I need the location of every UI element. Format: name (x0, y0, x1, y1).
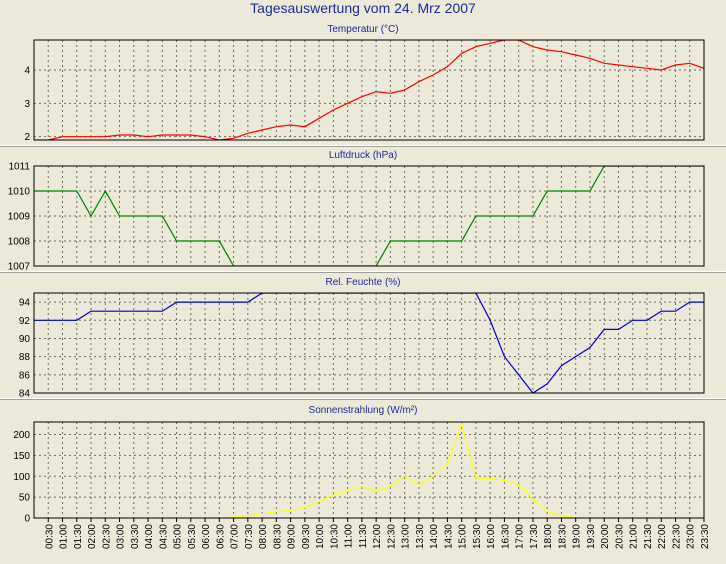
x-tick-label: 13:00 (401, 524, 412, 549)
y-tick-label: 84 (19, 389, 31, 400)
x-tick-label: 19:30 (586, 524, 597, 549)
y-tick-label: 1007 (8, 262, 31, 273)
x-tick-label: 22:00 (657, 524, 668, 549)
x-tick-label: 06:30 (215, 524, 226, 549)
x-tick-label: 12:30 (386, 524, 397, 549)
y-tick-label: 50 (19, 493, 31, 504)
x-tick-label: 20:30 (614, 524, 625, 549)
y-tick-label: 0 (24, 514, 30, 525)
pressure-chart-title: Luftdruck (hPa) (328, 150, 398, 161)
x-tick-label: 18:30 (557, 524, 568, 549)
x-tick-label: 21:00 (629, 524, 640, 549)
x-tick-label: 22:30 (671, 524, 682, 549)
temperature-plot: 2 3 4 (24, 39, 705, 143)
x-tick-label: 04:00 (144, 524, 155, 549)
y-tick-label: 94 (19, 298, 31, 309)
y-tick-label: 88 (19, 352, 31, 363)
page-title: Tagesauswertung vom 24. Mrz 2007 (250, 0, 476, 16)
panel-divider (0, 271, 726, 273)
x-tick-label: 12:00 (372, 524, 383, 549)
x-tick-label: 10:00 (315, 524, 326, 549)
x-tick-label: 02:00 (87, 524, 98, 549)
x-tick-label: 11:00 (344, 524, 355, 549)
x-tick-label: 16:30 (500, 524, 511, 549)
x-tick-label: 16:00 (486, 524, 497, 549)
x-tick-label: 13:30 (415, 524, 426, 549)
x-tick-label: 05:30 (187, 524, 198, 549)
x-tick-label: 01:00 (59, 524, 70, 549)
x-tick-label: 21:30 (643, 524, 654, 549)
x-tick-label: 14:00 (429, 524, 440, 549)
y-tick-label: 92 (19, 316, 31, 327)
temperature-chart-title: Temperatur (°C) (327, 24, 399, 35)
x-tick-label: 07:00 (230, 524, 241, 549)
pressure-plot: 1007 1008 1009 1010 1011 (8, 162, 705, 273)
plot-frame (33, 39, 705, 141)
pressure-series-line (34, 166, 704, 266)
humidity-series-line (34, 293, 704, 393)
x-tick-label: 11:30 (358, 524, 369, 549)
x-tick-label: 09:30 (301, 524, 312, 549)
plot-area (34, 293, 704, 393)
panel-divider (0, 398, 726, 400)
x-tick-label: 03:00 (116, 524, 127, 549)
x-tick-label: 07:30 (244, 524, 255, 549)
plot-frame (33, 292, 705, 394)
x-tick-label: 03:30 (130, 524, 141, 549)
x-tick-label: 20:00 (600, 524, 611, 549)
x-tick-label: 19:00 (572, 524, 583, 549)
y-tick-label: 1010 (8, 187, 31, 198)
x-tick-label: 06:00 (201, 524, 212, 549)
x-tick-label: 23:00 (686, 524, 697, 549)
x-tick-label: 09:00 (287, 524, 298, 549)
x-tick-label: 01:30 (73, 524, 84, 549)
humidity-plot: 84 86 88 90 92 94 (19, 292, 705, 400)
x-tick-label: 23:30 (700, 524, 711, 549)
y-tick-label: 90 (19, 334, 31, 345)
x-tick-label: 08:00 (258, 524, 269, 549)
y-tick-label: 3 (24, 99, 30, 110)
temperature-series-line (34, 40, 704, 140)
x-axis: 00:30 01:00 01:30 02:00 02:30 03:00 03:30 04:00… (44, 518, 711, 549)
y-tick-label: 100 (13, 472, 30, 483)
plot-frame (33, 421, 705, 519)
radiation-chart-title: Sonnenstrahlung (W/m²) (308, 405, 418, 416)
y-tick-label: 150 (13, 451, 30, 462)
x-tick-label: 14:30 (443, 524, 454, 549)
y-tick-label: 86 (19, 370, 31, 381)
x-tick-label: 10:30 (329, 524, 340, 549)
x-tick-label: 17:00 (515, 524, 526, 549)
x-tick-label: 15:30 (472, 524, 483, 549)
radiation-plot: 0 50 100 150 200 (13, 421, 705, 525)
x-tick-label: 08:30 (272, 524, 283, 549)
x-tick-label: 15:00 (458, 524, 469, 549)
panel-divider (0, 145, 726, 147)
plot-area (34, 422, 704, 518)
plot-frame (33, 165, 705, 267)
y-tick-label: 1011 (8, 162, 30, 173)
y-tick-label: 1009 (8, 212, 31, 223)
x-tick-label: 02:30 (101, 524, 112, 549)
x-tick-label: 17:30 (529, 524, 540, 549)
y-tick-label: 4 (24, 66, 30, 77)
y-tick-label: 200 (13, 430, 30, 441)
x-tick-label: 00:30 (44, 524, 55, 549)
x-tick-label: 04:30 (158, 524, 169, 549)
x-tick-label: 18:00 (543, 524, 554, 549)
y-tick-label: 2 (24, 132, 30, 143)
plot-area (34, 40, 704, 140)
x-tick-label: 05:00 (173, 524, 184, 549)
humidity-chart-title: Rel. Feuchte (%) (325, 277, 401, 288)
y-tick-label: 1008 (8, 237, 31, 248)
radiation-series-line (34, 422, 704, 518)
